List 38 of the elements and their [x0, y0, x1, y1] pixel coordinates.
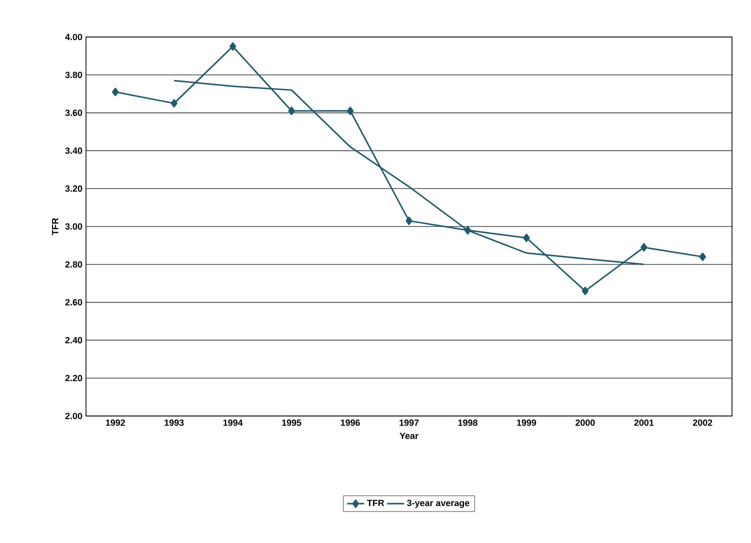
- x-tick-label: 2001: [634, 420, 654, 426]
- point: [640, 243, 648, 252]
- line-series: [173, 80, 645, 266]
- y-tick-label: 3.00: [65, 223, 82, 230]
- x-tick-label: 1994: [223, 420, 243, 426]
- x-tick-label: 1999: [517, 420, 536, 426]
- legend-label: 3-year average: [407, 500, 470, 508]
- y-axis-title: TFR: [52, 218, 58, 236]
- y-tick-label: 3.60: [65, 110, 82, 116]
- y-tick-label: 2.60: [65, 299, 82, 306]
- y-tick-label: 2.80: [65, 261, 82, 268]
- legend-label: TFR: [366, 500, 384, 506]
- point: [523, 234, 530, 242]
- point: [699, 252, 706, 262]
- point: [582, 286, 589, 296]
- point: [288, 106, 295, 116]
- point: [346, 106, 354, 116]
- point: [464, 226, 472, 235]
- point: [112, 88, 119, 96]
- x-tick-label: 1998: [458, 420, 478, 426]
- point: [229, 42, 236, 51]
- point: [406, 216, 412, 226]
- x-tick-label: 1996: [340, 420, 360, 426]
- point: [170, 99, 178, 108]
- x-tick-label: 2002: [692, 420, 712, 426]
- y-tick-label: 3.20: [65, 185, 82, 192]
- y-tick-label: 2.20: [65, 374, 82, 382]
- y-tick-label: 3.40: [65, 148, 82, 154]
- x-tick-label: 1992: [106, 420, 125, 426]
- y-tick-label: 3.80: [65, 72, 82, 78]
- x-tick-label: 1993: [164, 420, 184, 426]
- x-tick-label: 1997: [400, 420, 419, 426]
- y-tick-label: 4.00: [65, 34, 82, 40]
- x-tick-label: 2000: [576, 420, 595, 426]
- y-tick-label: 2.40: [65, 337, 82, 344]
- x-tick-label: 1995: [282, 420, 302, 426]
- x-axis-title: Year: [400, 432, 418, 439]
- y-tick-label: 2.00: [65, 412, 82, 420]
